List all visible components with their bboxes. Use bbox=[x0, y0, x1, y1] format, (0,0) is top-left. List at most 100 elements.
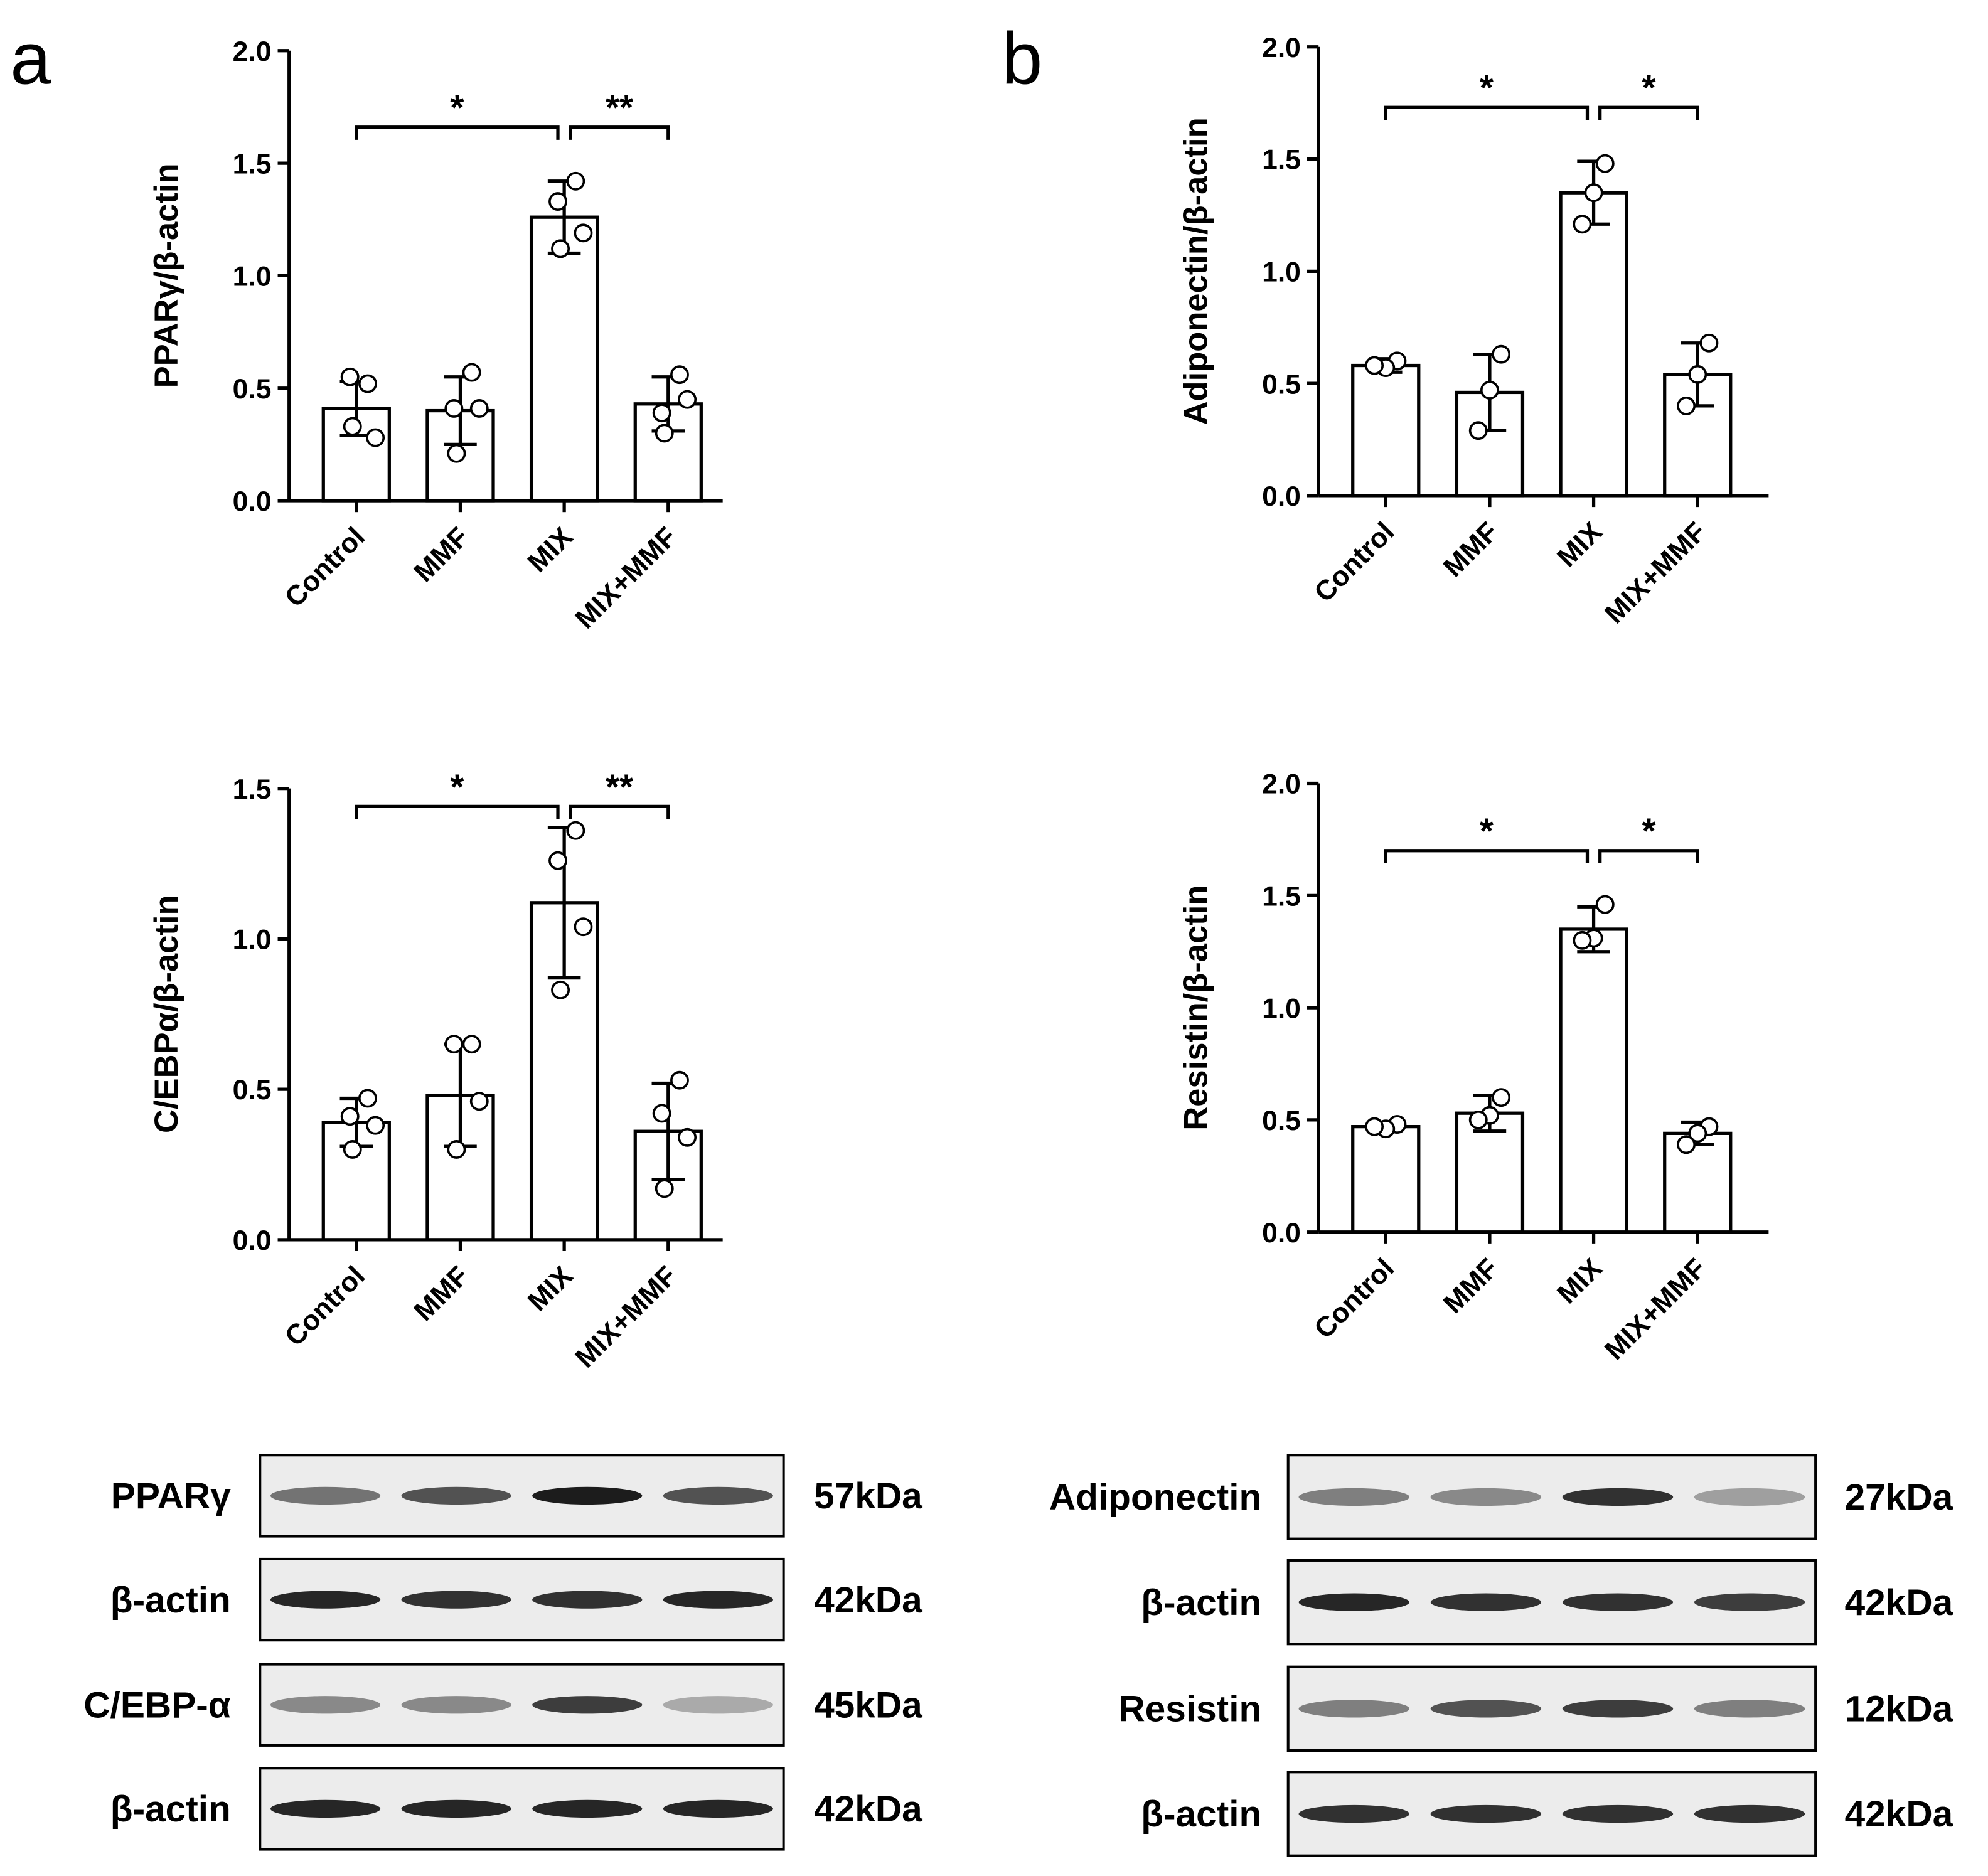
blot-band bbox=[663, 1486, 773, 1505]
y-tick-label: 0.5 bbox=[233, 374, 272, 405]
bar bbox=[529, 215, 599, 503]
x-tick-label: MIX bbox=[1551, 516, 1608, 573]
blot-band bbox=[1694, 1804, 1805, 1823]
y-tick-label: 0.0 bbox=[1262, 1218, 1301, 1249]
data-point bbox=[1365, 356, 1384, 375]
significance-bracket bbox=[569, 125, 670, 140]
significance-bracket bbox=[1384, 849, 1590, 864]
blot-band bbox=[1562, 1593, 1674, 1611]
blot-band bbox=[532, 1591, 643, 1609]
data-point bbox=[1688, 1124, 1707, 1143]
y-tick-label: 1.5 bbox=[1262, 145, 1301, 176]
y-tick-label: 0.0 bbox=[233, 486, 272, 517]
significance-label: * bbox=[450, 767, 464, 806]
blot-size: 42kDa bbox=[814, 1580, 922, 1621]
data-point bbox=[574, 917, 593, 937]
y-tick-label: 0.5 bbox=[1262, 1106, 1301, 1136]
y-tick-label: 2.0 bbox=[233, 36, 272, 67]
data-point bbox=[1595, 895, 1615, 914]
data-point bbox=[1677, 1135, 1696, 1154]
data-point bbox=[1573, 215, 1592, 234]
data-point bbox=[574, 223, 593, 243]
blot-label: β-actin bbox=[1141, 1794, 1261, 1835]
significance-bracket bbox=[1598, 849, 1699, 864]
data-point bbox=[462, 1035, 481, 1054]
y-tick-label: 1.0 bbox=[1262, 257, 1301, 288]
data-point bbox=[551, 980, 570, 999]
data-point bbox=[366, 428, 385, 447]
y-tick-label: 0.5 bbox=[1262, 369, 1301, 400]
bar bbox=[1455, 1111, 1525, 1234]
y-axis-title: Resistin/β-actin bbox=[1177, 885, 1214, 1131]
blot-band bbox=[663, 1696, 773, 1714]
data-point bbox=[358, 374, 377, 393]
y-tick-label: 0.5 bbox=[233, 1075, 272, 1106]
blot-band bbox=[401, 1486, 511, 1505]
x-tick-label: MMF bbox=[1438, 516, 1504, 583]
data-point bbox=[343, 1140, 362, 1159]
data-point bbox=[1468, 421, 1488, 440]
blot-size: 45kDa bbox=[814, 1685, 922, 1725]
data-point bbox=[655, 1179, 674, 1198]
blot-frame bbox=[259, 1663, 785, 1747]
data-point bbox=[551, 239, 570, 258]
blot-band bbox=[1430, 1700, 1542, 1718]
blot-band bbox=[1430, 1593, 1542, 1611]
y-tick-label: 1.5 bbox=[1262, 881, 1301, 912]
data-point bbox=[444, 1035, 464, 1054]
significance-label: * bbox=[1642, 68, 1655, 107]
blot-label: PPARγ bbox=[111, 1476, 231, 1516]
data-point bbox=[678, 1127, 697, 1147]
data-point bbox=[566, 821, 585, 840]
y-tick-label: 2.0 bbox=[1262, 33, 1301, 63]
blot-band bbox=[532, 1486, 643, 1505]
data-point bbox=[1492, 344, 1511, 364]
x-tick-label: MMF bbox=[1438, 1253, 1504, 1319]
blot-band bbox=[1694, 1700, 1805, 1718]
blot-label: β-actin bbox=[110, 1789, 231, 1830]
significance-bracket bbox=[569, 804, 670, 819]
x-tick-label: MMF bbox=[409, 1260, 475, 1327]
data-point bbox=[670, 365, 689, 385]
x-tick-label: Control bbox=[279, 521, 371, 613]
y-tick-label: 2.0 bbox=[1262, 769, 1301, 800]
data-point bbox=[1699, 333, 1719, 353]
data-point bbox=[1595, 154, 1615, 173]
y-tick-label: 0.0 bbox=[1262, 481, 1301, 512]
data-point bbox=[366, 1116, 385, 1135]
blot-band bbox=[1430, 1804, 1542, 1823]
significance-label: ** bbox=[606, 88, 633, 127]
blot-band bbox=[270, 1799, 381, 1818]
data-point bbox=[469, 1092, 489, 1111]
y-tick-label: 1.0 bbox=[233, 262, 272, 292]
x-tick-label: MIX+MMF bbox=[1599, 516, 1712, 629]
data-point bbox=[652, 403, 671, 423]
data-point bbox=[1688, 365, 1707, 384]
x-tick-label: Control bbox=[279, 1260, 371, 1352]
data-point bbox=[1365, 1117, 1384, 1136]
blot-band bbox=[1298, 1593, 1410, 1611]
significance-label: * bbox=[1480, 68, 1494, 107]
blot-label: Resistin bbox=[1118, 1689, 1261, 1730]
x-tick-label: Control bbox=[1308, 516, 1400, 608]
blot-band bbox=[401, 1696, 511, 1714]
blot-size: 42kDa bbox=[1845, 1794, 1953, 1835]
blot-label: Adiponectin bbox=[1049, 1477, 1261, 1518]
blot-band bbox=[1298, 1804, 1410, 1823]
x-tick-label: MIX+MMF bbox=[570, 1260, 683, 1373]
blot-label: C/EBP-α bbox=[83, 1685, 231, 1725]
significance-bracket bbox=[1598, 105, 1699, 120]
data-point bbox=[340, 1107, 360, 1126]
blot-band bbox=[401, 1591, 511, 1609]
blot-band bbox=[1694, 1488, 1805, 1506]
blot-size: 42kDa bbox=[1845, 1582, 1953, 1623]
significance-label: * bbox=[450, 88, 464, 127]
panel-label: a bbox=[10, 17, 51, 99]
data-point bbox=[1480, 380, 1499, 400]
bar bbox=[1559, 191, 1628, 498]
blot-size: 12kDa bbox=[1845, 1689, 1953, 1730]
blot-label: β-actin bbox=[1141, 1582, 1261, 1623]
significance-label: ** bbox=[606, 767, 633, 806]
blot-band bbox=[532, 1696, 643, 1714]
